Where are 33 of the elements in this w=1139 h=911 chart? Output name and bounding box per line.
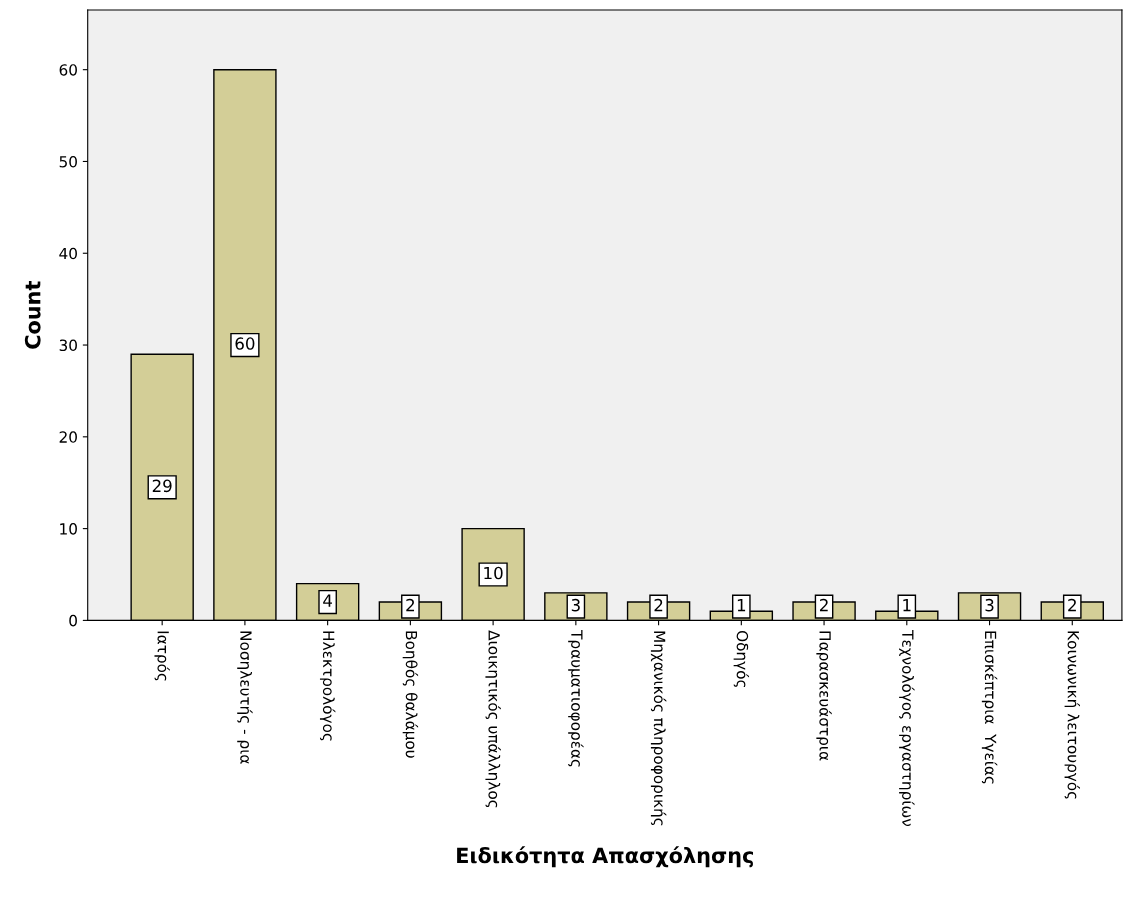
- x-tick-label: Οδηγός: [733, 630, 750, 688]
- x-tick-label: Τραυματιοφορέας: [568, 630, 584, 767]
- y-tick-label: 30: [59, 339, 77, 352]
- y-tick-label: 20: [59, 431, 77, 443]
- y-tick-label: 50: [59, 155, 77, 168]
- data-label: 1: [903, 599, 911, 612]
- data-label: 10: [484, 566, 503, 580]
- x-tick-label: Τεχνολόγος εργαστηρίων: [899, 630, 915, 827]
- x-axis-title: Ειδικότητα Απασχόλησης: [457, 846, 754, 868]
- x-tick-label: Ηλεκτρολόγος: [319, 631, 336, 741]
- data-label: 29: [152, 479, 172, 493]
- data-label: 60: [235, 337, 255, 350]
- y-tick-label: 0: [69, 614, 77, 627]
- x-tick-label: Επισκέπτρια Υγείας: [981, 631, 998, 784]
- data-label: 3: [985, 598, 994, 612]
- x-tick-label: Κοινωνική λειτουργός: [1064, 631, 1080, 799]
- y-tick-label: 40: [59, 247, 77, 260]
- data-label: 2: [406, 598, 415, 612]
- x-tick-label: Ιατρός: [154, 631, 170, 681]
- y-tick-label: 10: [60, 523, 77, 535]
- y-tick-label: 60: [59, 64, 77, 76]
- x-tick-label: Παρασκευάστρια: [816, 631, 832, 761]
- data-label: 2: [1068, 598, 1076, 612]
- x-tick-label: Βοηθός θαλάμου: [402, 631, 419, 758]
- data-label: 4: [323, 594, 333, 607]
- x-tick-label: Μηχανικός πληροφορικής: [650, 631, 667, 826]
- y-axis-title: Count: [24, 281, 41, 349]
- x-tick-label: Διοικητικός υπάλληλος: [485, 630, 501, 808]
- data-label: 3: [571, 598, 580, 612]
- data-label: 2: [654, 598, 663, 612]
- data-label: 2: [819, 598, 828, 612]
- data-label: 1: [737, 599, 746, 612]
- x-tick-label: Νοσηλευτής - ρια: [237, 631, 253, 764]
